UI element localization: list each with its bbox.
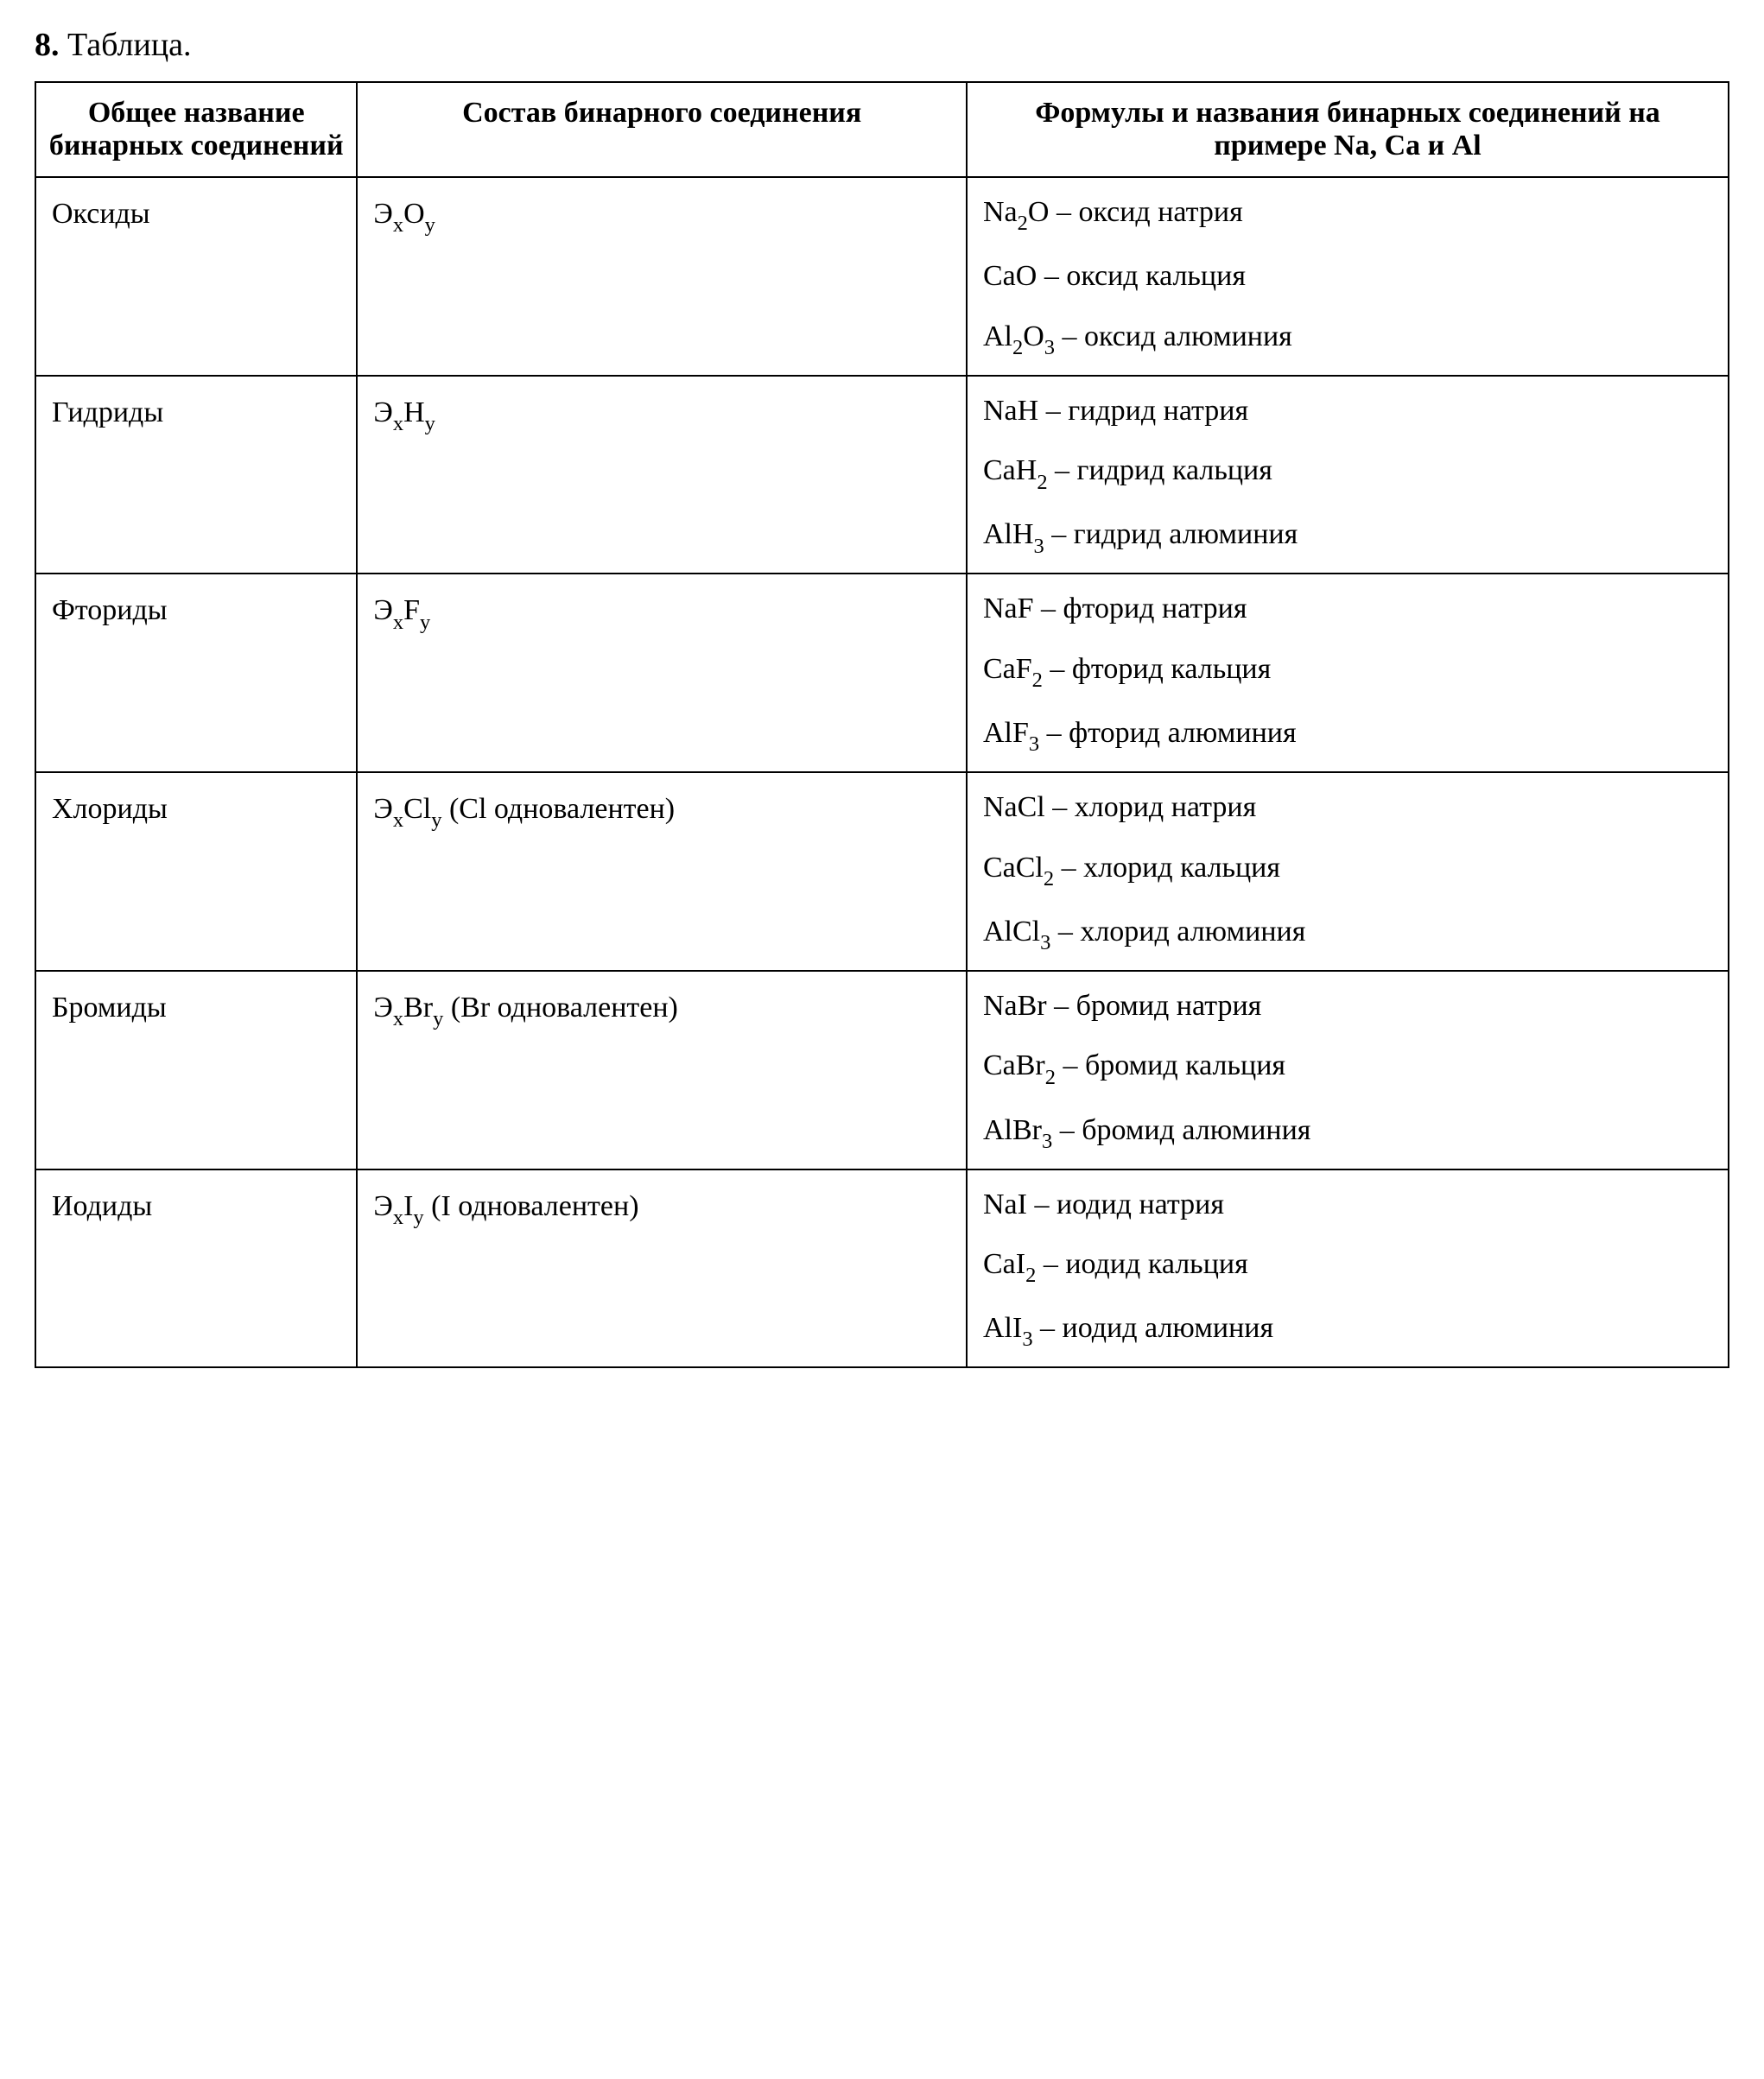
- col-header-composition: Состав бинарного соединения: [357, 82, 967, 177]
- page-heading: 8. Таблица.: [35, 26, 1729, 64]
- table-header-row: Общее название бинарных соединений Соста…: [35, 82, 1729, 177]
- composition-formula: ЭxFy: [373, 594, 430, 626]
- formula-line: NaF – фторид натрия: [983, 588, 1712, 630]
- compounds-table: Общее название бинарных соединений Соста…: [35, 81, 1729, 1368]
- heading-text: Таблица.: [60, 27, 192, 63]
- cell-composition: ЭxBry (Br одновалентен): [357, 971, 967, 1169]
- subscript: 2: [1012, 336, 1023, 359]
- subscript: 2: [1037, 471, 1047, 494]
- cell-composition: ЭxOy: [357, 177, 967, 376]
- subscript: 2: [1045, 1066, 1056, 1089]
- composition-formula: ЭxBry (Br одновалентен): [373, 992, 677, 1024]
- formula-line: AlF3 – фторид алюминия: [983, 713, 1712, 757]
- cell-compound-name: Хлориды: [35, 772, 357, 971]
- cell-compound-name: Фториды: [35, 574, 357, 772]
- subscript: 3: [1034, 535, 1044, 558]
- formula-line: NaBr – бромид натрия: [983, 986, 1712, 1027]
- cell-compound-name: Гидриды: [35, 376, 357, 574]
- formula-line: AlI3 – иодид алюминия: [983, 1308, 1712, 1353]
- cell-formulas: NaF – фторид натрия CaF2 – фторид кальция…: [967, 574, 1729, 772]
- formula-line: AlBr3 – бромид алюминия: [983, 1110, 1712, 1155]
- subscript: y: [425, 213, 435, 237]
- composition-formula: ЭxHy: [373, 396, 435, 428]
- subscript: y: [425, 412, 435, 435]
- subscript: 3: [1044, 336, 1055, 359]
- cell-compound-name: Иодиды: [35, 1169, 357, 1368]
- formula-line: AlCl3 – хлорид алюминия: [983, 911, 1712, 956]
- formula-line: CaH2 – гидрид кальция: [983, 450, 1712, 495]
- formula-line: CaF2 – фторид кальция: [983, 649, 1712, 694]
- formula-line: Al2O3 – оксид алюминия: [983, 316, 1712, 361]
- subscript: x: [393, 213, 403, 237]
- table-row: Гидриды ЭxHy NaH – гидрид натрия CaH2 – гид…: [35, 376, 1729, 574]
- heading-number: 8.: [35, 27, 60, 63]
- subscript: 2: [1025, 1264, 1036, 1287]
- subscript: 2: [1018, 212, 1028, 235]
- subscript: y: [431, 808, 441, 832]
- cell-formulas: NaCl – хлорид натрия CaCl2 – хлорид кальц…: [967, 772, 1729, 971]
- cell-composition: ЭxCly (Cl одновалентен): [357, 772, 967, 971]
- cell-composition: ЭxHy: [357, 376, 967, 574]
- composition-formula: ЭxCly (Cl одновалентен): [373, 793, 675, 825]
- cell-formulas: NaH – гидрид натрия CaH2 – гидрид кальция…: [967, 376, 1729, 574]
- formula-line: AlH3 – гидрид алюминия: [983, 514, 1712, 559]
- col-header-formulas: Формулы и названия бинарных соединений н…: [967, 82, 1729, 177]
- subscript: 3: [1042, 1130, 1052, 1153]
- table-row: Иодиды ЭxIy (I одновалентен) NaI – иодид н…: [35, 1169, 1729, 1368]
- subscript: y: [413, 1206, 423, 1229]
- formula-line: NaI – иодид натрия: [983, 1184, 1712, 1226]
- formula-line: Na2O – оксид натрия: [983, 192, 1712, 237]
- formula-line: NaH – гидрид натрия: [983, 390, 1712, 432]
- formula-line: NaCl – хлорид натрия: [983, 787, 1712, 828]
- table-row: Бромиды ЭxBry (Br одновалентен) NaBr – бро…: [35, 971, 1729, 1169]
- subscript: x: [393, 1007, 403, 1030]
- formula-line: CaI2 – иодид кальция: [983, 1244, 1712, 1289]
- table-row: Оксиды ЭxOy Na2O – оксид натрия CaO – оксид…: [35, 177, 1729, 376]
- cell-formulas: NaBr – бромид натрия CaBr2 – бромид кальц…: [967, 971, 1729, 1169]
- subscript: y: [420, 611, 430, 634]
- cell-formulas: NaI – иодид натрия CaI2 – иодид кальция Al…: [967, 1169, 1729, 1368]
- subscript: 3: [1022, 1328, 1032, 1351]
- cell-composition: ЭxIy (I одновалентен): [357, 1169, 967, 1368]
- formula-line: CaCl2 – хлорид кальция: [983, 847, 1712, 892]
- composition-formula: ЭxIy (I одновалентен): [373, 1190, 638, 1222]
- col-header-name: Общее название бинарных соединений: [35, 82, 357, 177]
- table-row: Хлориды ЭxCly (Cl одновалентен) NaCl – хло…: [35, 772, 1729, 971]
- subscript: y: [433, 1007, 443, 1030]
- subscript: 2: [1044, 867, 1054, 891]
- subscript: x: [393, 1206, 403, 1229]
- composition-formula: ЭxOy: [373, 198, 435, 230]
- subscript: x: [393, 611, 403, 634]
- cell-formulas: Na2O – оксид натрия CaO – оксид кальция Al…: [967, 177, 1729, 376]
- subscript: x: [393, 808, 403, 832]
- cell-compound-name: Бромиды: [35, 971, 357, 1169]
- formula-line: CaBr2 – бромид кальция: [983, 1045, 1712, 1090]
- formula-line: CaO – оксид кальция: [983, 256, 1712, 297]
- subscript: 3: [1029, 732, 1039, 756]
- subscript: 3: [1040, 931, 1050, 954]
- cell-compound-name: Оксиды: [35, 177, 357, 376]
- table-row: Фториды ЭxFy NaF – фторид натрия CaF2 – фто…: [35, 574, 1729, 772]
- cell-composition: ЭxFy: [357, 574, 967, 772]
- subscript: x: [393, 412, 403, 435]
- subscript: 2: [1032, 669, 1043, 692]
